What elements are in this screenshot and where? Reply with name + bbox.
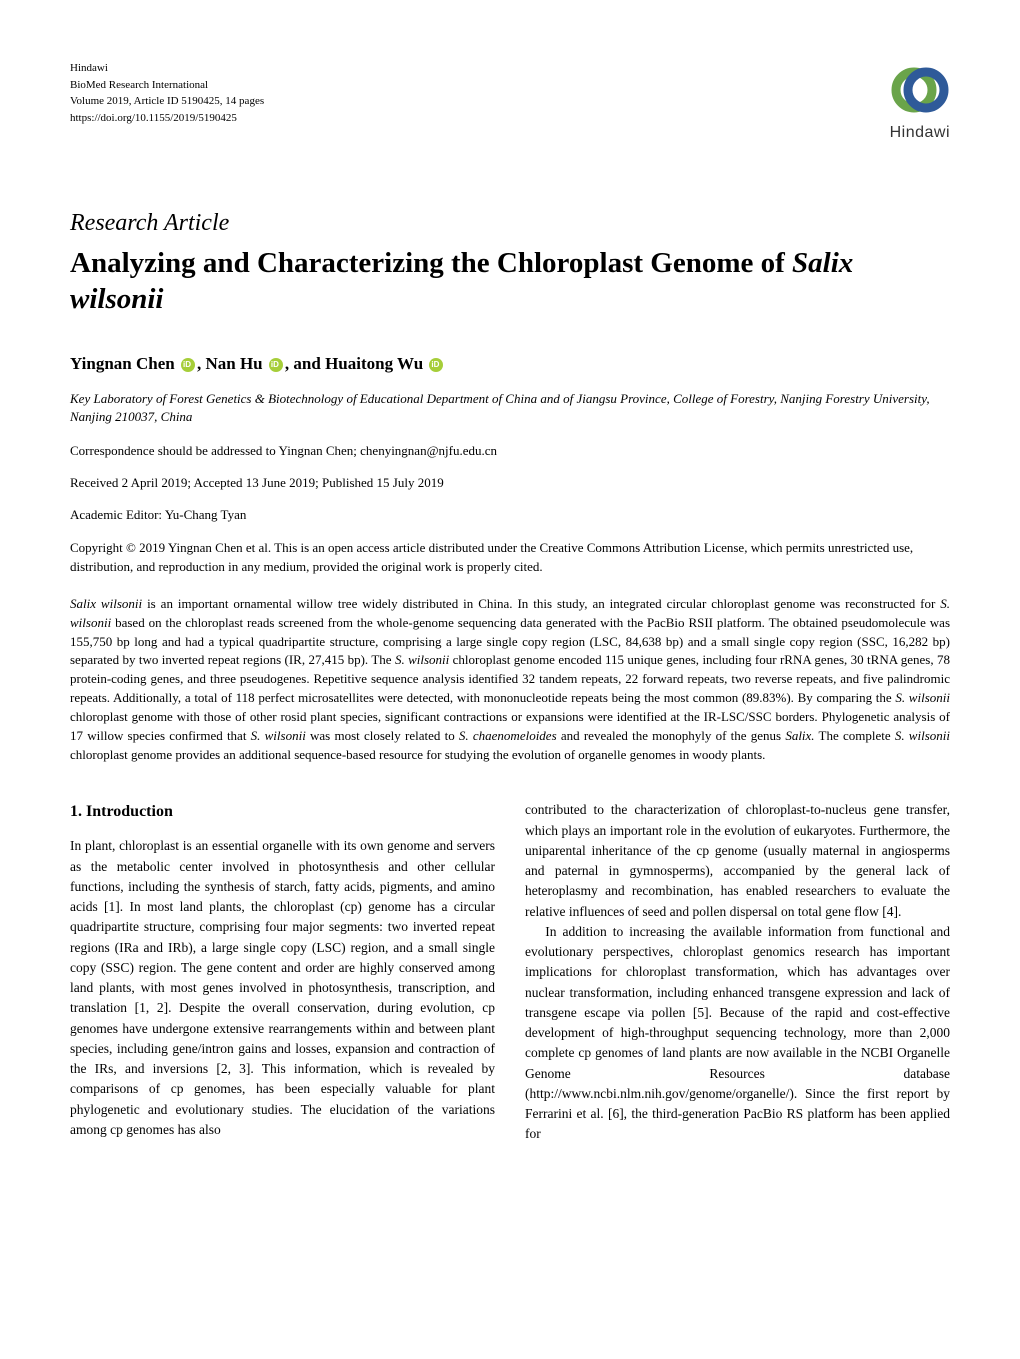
section-heading-introduction: 1. Introduction [70, 800, 495, 824]
authors-line: Yingnan Chen , Nan Hu , and Huaitong Wu [70, 354, 950, 374]
journal-info-block: Hindawi BioMed Research International Vo… [70, 60, 950, 126]
body-paragraph: In plant, chloroplast is an essential or… [70, 836, 495, 1140]
author-2: Nan Hu [205, 354, 262, 373]
abstract-text: is an important ornamental willow tree w… [142, 596, 940, 611]
author-3: Huaitong Wu [325, 354, 423, 373]
affiliation: Key Laboratory of Forest Genetics & Biot… [70, 390, 950, 428]
article-title: Analyzing and Characterizing the Chlorop… [70, 245, 950, 318]
doi-link[interactable]: https://doi.org/10.1155/2019/5190425 [70, 110, 950, 127]
abstract-species: Salix. [785, 728, 814, 743]
right-column: contributed to the characterization of c… [525, 800, 950, 1144]
author-1: Yingnan Chen [70, 354, 175, 373]
publisher-logo-text: Hindawi [890, 124, 950, 142]
orcid-icon[interactable] [269, 358, 283, 372]
abstract-text: and revealed the monophyly of the genus [557, 728, 786, 743]
publisher-logo: Hindawi [890, 60, 950, 142]
body-paragraph: In addition to increasing the available … [525, 922, 950, 1145]
orcid-icon[interactable] [429, 358, 443, 372]
abstract-text: The complete [815, 728, 895, 743]
abstract-species: S. wilsonii [251, 728, 306, 743]
volume-line: Volume 2019, Article ID 5190425, 14 page… [70, 93, 950, 110]
sep: , and [285, 354, 325, 373]
abstract-species: S. wilsonii [895, 728, 950, 743]
body-paragraph: contributed to the characterization of c… [525, 800, 950, 922]
abstract-species: S. chaenomeloides [459, 728, 557, 743]
article-dates: Received 2 April 2019; Accepted 13 June … [70, 475, 950, 491]
hindawi-logo-icon [890, 60, 950, 120]
orcid-icon[interactable] [181, 358, 195, 372]
article-type: Research Article [70, 210, 950, 237]
title-text: Analyzing and Characterizing the Chlorop… [70, 247, 792, 279]
copyright-notice: Copyright © 2019 Yingnan Chen et al. Thi… [70, 539, 950, 577]
journal-name: BioMed Research International [70, 77, 950, 94]
left-column: 1. Introduction In plant, chloroplast is… [70, 800, 495, 1144]
abstract-species: Salix wilsonii [70, 596, 142, 611]
abstract: Salix wilsonii is an important ornamenta… [70, 595, 950, 765]
abstract-text: chloroplast genome provides an additiona… [70, 747, 765, 762]
academic-editor: Academic Editor: Yu-Chang Tyan [70, 507, 950, 523]
abstract-species: S. wilsonii [895, 690, 950, 705]
correspondence: Correspondence should be addressed to Yi… [70, 443, 950, 459]
publisher-name: Hindawi [70, 60, 950, 77]
body-columns: 1. Introduction In plant, chloroplast is… [70, 800, 950, 1144]
page-header: Hindawi BioMed Research International Vo… [70, 60, 950, 160]
abstract-species: S. wilsonii [395, 652, 449, 667]
abstract-text: was most closely related to [306, 728, 459, 743]
